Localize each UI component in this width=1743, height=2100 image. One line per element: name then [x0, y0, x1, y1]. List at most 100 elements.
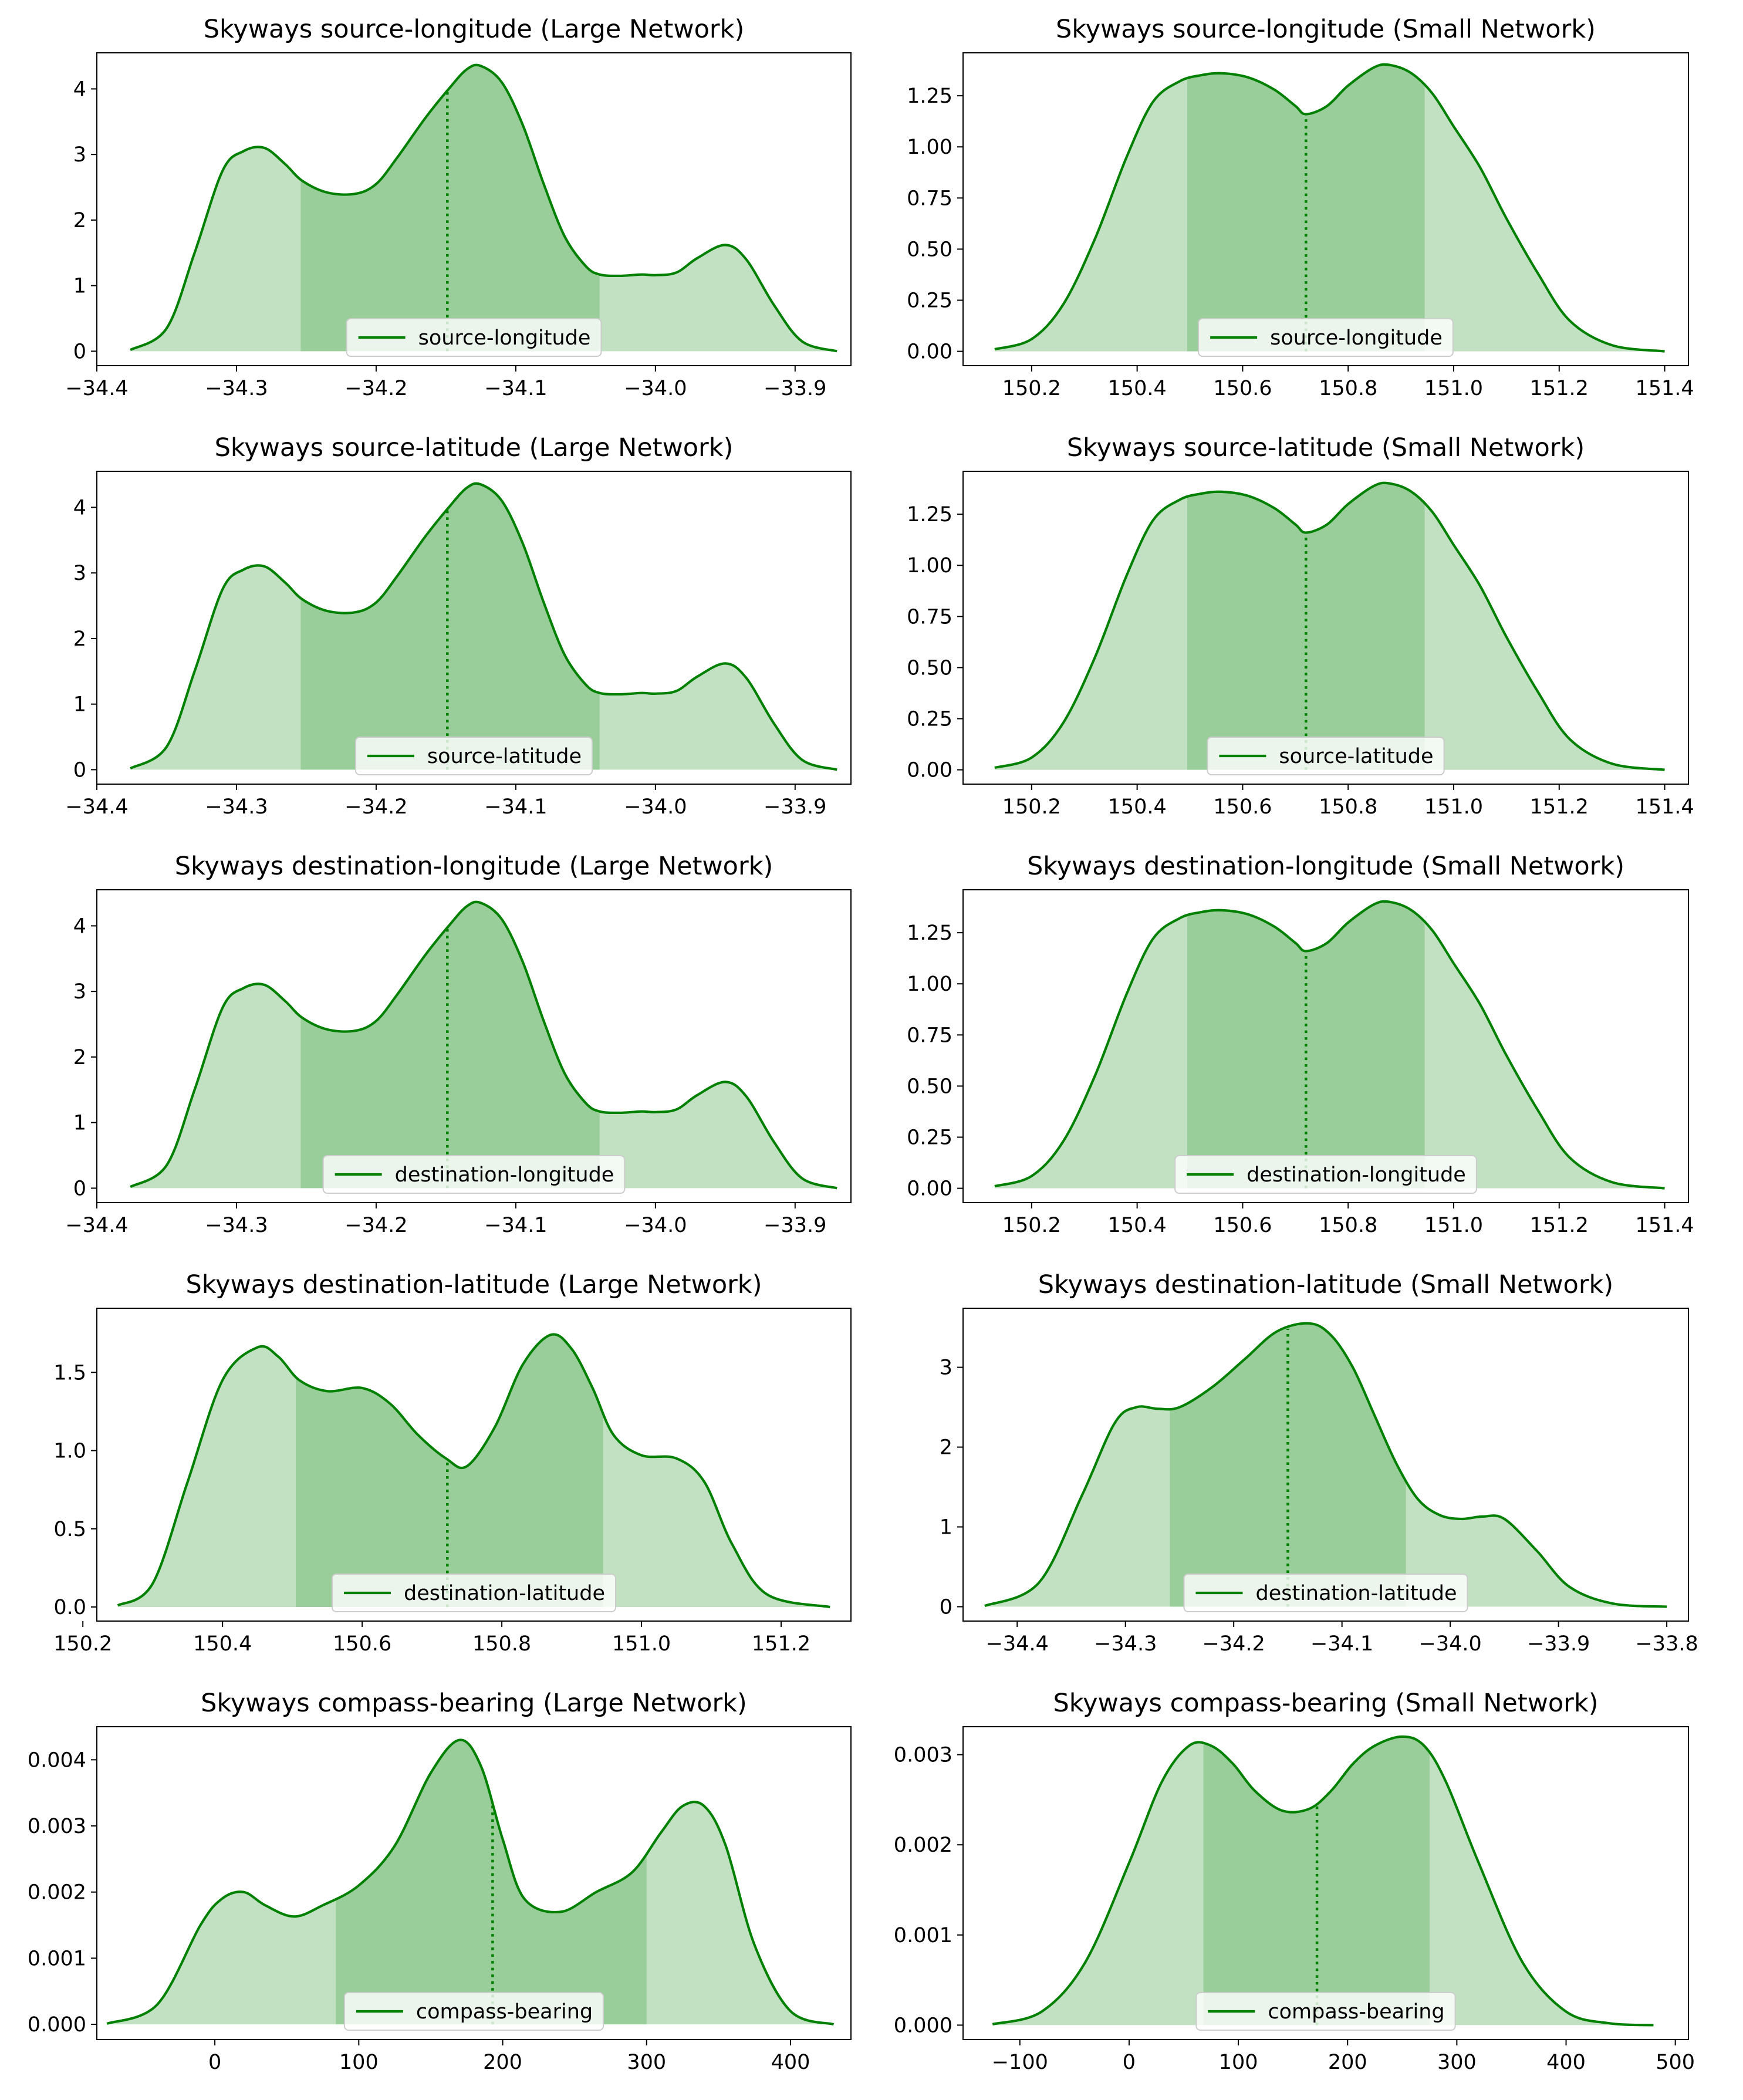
- density-line: [130, 900, 837, 1190]
- x-tick-label: −34.3: [205, 1214, 268, 1237]
- density-line: [106, 1738, 835, 2026]
- y-tick-label: 0.0: [53, 1596, 86, 1619]
- x-tick-label: −33.9: [764, 795, 826, 819]
- x-tick-label: −34.1: [1310, 1632, 1373, 1656]
- x-tick-label: 151.0: [1424, 377, 1483, 400]
- y-tick-label: 3: [73, 562, 86, 585]
- x-tick-label: 0: [208, 2051, 221, 2074]
- chart-panel-3: −34.4 −34.3 −34.2 −34.1 −34.0 −33.9 0 1 2 3 4 Skywa…: [65, 433, 852, 819]
- x-tick-label: 150.6: [1213, 1214, 1272, 1237]
- legend: destination-longitude: [322, 1155, 626, 1194]
- x-tick-label: −34.2: [344, 1214, 407, 1237]
- chart-title: Skyways source-latitude (Small Network): [1067, 433, 1585, 462]
- y-tick-label: 0.25: [907, 1126, 952, 1150]
- x-tick-label: −34.3: [1094, 1632, 1157, 1656]
- density-line: [992, 1735, 1654, 2027]
- y-tick-label: 0.00: [907, 1177, 952, 1201]
- x-tick-label: 150.8: [472, 1632, 531, 1656]
- axes-frame: [96, 889, 852, 1203]
- y-tick-label: 3: [940, 1356, 952, 1380]
- y-tick-label: 0.75: [907, 187, 952, 210]
- y-tick-label: 0.001: [894, 1924, 952, 1947]
- legend: source-longitude: [1198, 318, 1454, 357]
- x-tick-label: −33.8: [1635, 1632, 1698, 1656]
- x-tick-label: 150.4: [193, 1632, 252, 1656]
- x-tick-label: −34.2: [344, 795, 407, 819]
- x-tick-label: −34.0: [624, 795, 687, 819]
- y-tick-label: 0: [73, 758, 86, 782]
- chart-panel-4: 150.2 150.4 150.6 150.8 151.0 151.2 151.4 0.00 0…: [907, 433, 1694, 819]
- y-tick-label: 1.25: [907, 85, 952, 108]
- y-tick-label: 1.5: [53, 1361, 86, 1385]
- axes-frame: [96, 1726, 852, 2040]
- y-tick-label: 0.002: [894, 1834, 952, 1857]
- legend: compass-bearing: [1195, 1992, 1456, 2031]
- y-tick-label: 0.75: [907, 1024, 952, 1047]
- density-line: [994, 900, 1665, 1190]
- y-tick-label: 0.000: [28, 2013, 86, 2037]
- chart-title: Skyways destination-longitude (Large Net…: [175, 852, 773, 881]
- y-tick-label: 2: [73, 1046, 86, 1069]
- axes-frame: [962, 52, 1689, 366]
- y-tick-label: 3: [73, 143, 86, 167]
- y-tick-label: 0.75: [907, 605, 952, 629]
- legend: compass-bearing: [343, 1992, 604, 2031]
- chart-panel-10: −100 0 100 200 300 400 500 0.000 0.001 0.002 0.003…: [894, 1689, 1695, 2074]
- x-tick-label: 400: [1546, 2051, 1586, 2074]
- x-tick-label: −34.0: [1419, 1632, 1482, 1656]
- y-tick-label: 0: [73, 1177, 86, 1200]
- legend-box: [1195, 1992, 1456, 2031]
- y-tick-label: 4: [73, 914, 86, 938]
- y-tick-label: 0: [73, 340, 86, 363]
- x-tick-label: 300: [627, 2051, 666, 2074]
- y-tick-label: 1: [73, 1112, 86, 1135]
- x-tick-label: −34.3: [205, 795, 268, 819]
- x-tick-label: 151.0: [612, 1632, 671, 1656]
- legend-label: destination-latitude: [1255, 1582, 1457, 1605]
- legend-label: source-longitude: [1270, 326, 1443, 350]
- y-tick-label: 2: [73, 209, 86, 232]
- y-tick-label: 4: [73, 496, 86, 519]
- legend: source-latitude: [1207, 737, 1445, 775]
- y-tick-label: 1: [73, 275, 86, 298]
- y-tick-label: 0.25: [907, 289, 952, 313]
- legend-label: destination-latitude: [404, 1582, 605, 1605]
- chart-title: Skyways compass-bearing (Large Network): [201, 1689, 747, 1718]
- chart-panel-2: 150.2 150.4 150.6 150.8 151.0 151.2 151.4 0.00 0…: [907, 15, 1694, 400]
- x-tick-label: −33.9: [1527, 1632, 1590, 1656]
- legend-box: [346, 318, 602, 357]
- x-tick-label: −34.4: [65, 1214, 128, 1237]
- x-tick-label: −34.1: [484, 795, 547, 819]
- x-tick-label: −33.9: [764, 1214, 826, 1237]
- legend-box: [354, 737, 593, 775]
- axes-frame: [962, 1726, 1689, 2040]
- y-tick-label: 0.25: [907, 708, 952, 731]
- chart-title: Skyways destination-latitude (Small Netw…: [1038, 1270, 1613, 1299]
- y-tick-label: 2: [940, 1436, 952, 1460]
- chart-title: Skyways source-longitude (Small Network): [1056, 15, 1596, 44]
- x-tick-label: 100: [1219, 2051, 1258, 2074]
- x-tick-label: 150.2: [53, 1632, 112, 1656]
- chart-title: Skyways destination-longitude (Small Net…: [1027, 852, 1624, 881]
- chart-panel-6: 150.2 150.4 150.6 150.8 151.0 151.2 151.4 0.00 0…: [907, 852, 1694, 1237]
- y-tick-label: 0.004: [28, 1748, 86, 1772]
- density-area-inner-band: [336, 1740, 647, 2025]
- axes-frame: [96, 471, 852, 785]
- y-tick-label: 1.00: [907, 973, 952, 996]
- y-tick-label: 4: [73, 77, 86, 101]
- x-tick-label: −34.1: [484, 1214, 547, 1237]
- chart-panel-7: 150.2 150.4 150.6 150.8 151.0 151.2 0.0 0.5 1.0 1…: [53, 1270, 852, 1656]
- axes-frame: [962, 1308, 1689, 1622]
- x-tick-label: 400: [771, 2051, 810, 2074]
- legend: destination-longitude: [1174, 1155, 1477, 1194]
- legend-box: [331, 1574, 617, 1612]
- y-tick-label: 1.25: [907, 503, 952, 526]
- x-tick-label: −34.4: [65, 795, 128, 819]
- legend-box: [322, 1155, 626, 1194]
- x-tick-label: 200: [483, 2051, 522, 2074]
- x-tick-label: −34.2: [344, 377, 407, 400]
- legend-box: [1198, 318, 1454, 357]
- x-tick-label: 150.6: [1213, 377, 1272, 400]
- x-tick-label: 151.2: [1530, 377, 1589, 400]
